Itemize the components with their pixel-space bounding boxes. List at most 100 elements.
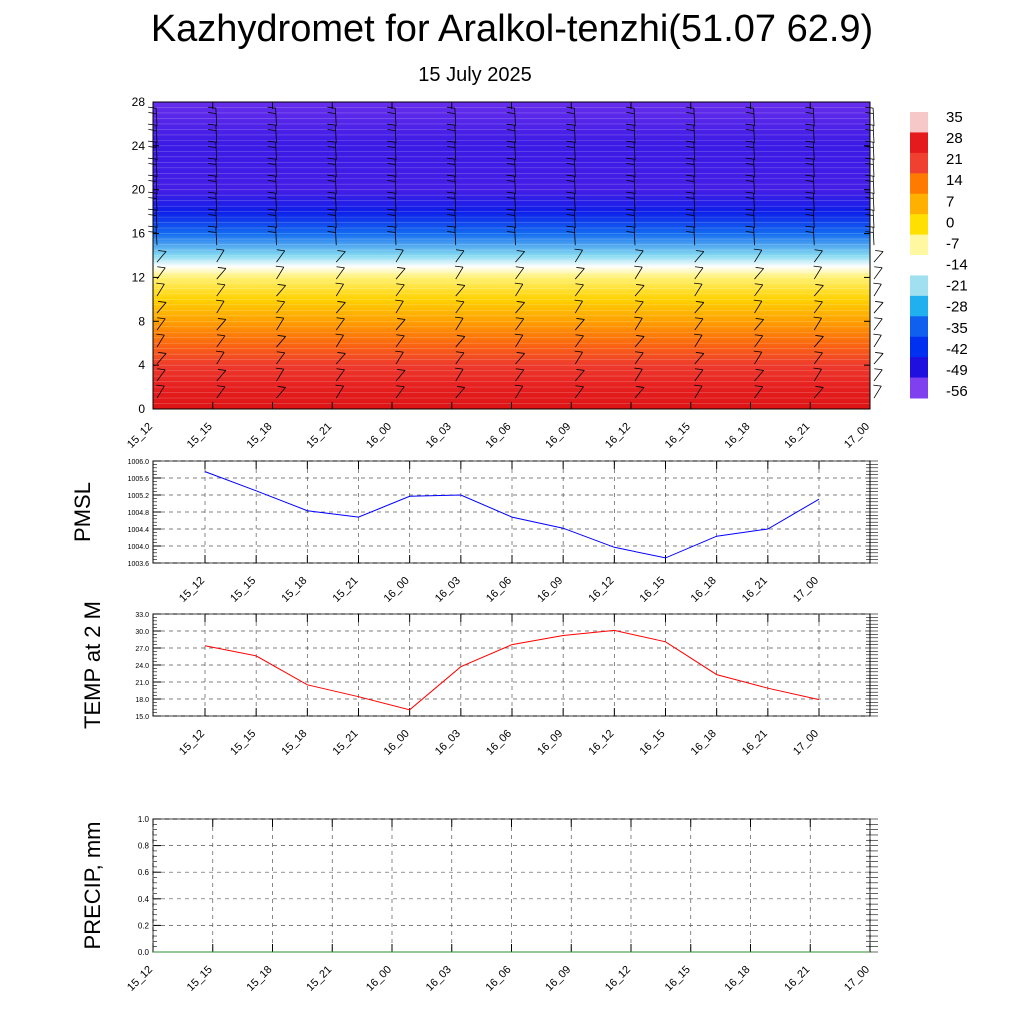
wind-barb-flag — [626, 231, 635, 233]
wind-barb-flag — [755, 318, 764, 320]
wind-barb — [276, 368, 285, 382]
x-tick-label: 16_00 — [382, 728, 412, 758]
y-tick-label: 15.0 — [135, 714, 149, 721]
y-tick-label: 28 — [132, 95, 146, 109]
wind-barb — [634, 317, 643, 331]
wind-barb-flag — [447, 180, 456, 182]
wind-barb-flag — [387, 140, 396, 143]
wind-barb-flag — [387, 180, 396, 182]
x-tick-label: 16_09 — [535, 728, 565, 758]
wind-barb-flag — [446, 123, 455, 126]
wind-barb — [156, 251, 167, 263]
wind-barb-flag — [327, 231, 336, 233]
wind-barb-flag — [805, 163, 814, 165]
wind-barb — [515, 302, 525, 314]
wind-barb-flag — [148, 180, 157, 182]
wind-barb — [455, 301, 465, 314]
wind-barb-flag — [208, 112, 217, 114]
wind-barb — [753, 159, 755, 178]
colorbar-label: -49 — [946, 362, 968, 379]
wind-barb-flag — [387, 191, 396, 194]
wind-barb — [753, 227, 755, 246]
colorbar-swatch — [910, 112, 928, 133]
x-tick-label: 16_03 — [433, 728, 463, 758]
wind-barb — [873, 267, 883, 280]
wind-barb-flag — [157, 266, 166, 269]
x-tick-label: 16_09 — [543, 964, 573, 994]
wind-barb-flag — [873, 282, 882, 285]
wind-barb-flag — [267, 157, 276, 160]
wind-barb-flag — [387, 106, 396, 109]
wind-barb-flag — [636, 386, 645, 388]
wind-barb-flag — [447, 197, 456, 199]
wind-barb-flag — [516, 352, 525, 354]
y-tick-label: 8 — [138, 314, 145, 328]
wind-barb-flag — [754, 385, 763, 388]
x-tick-label: 16_06 — [484, 421, 514, 451]
wind-barb-flag — [814, 249, 823, 252]
wind-barb-flag — [574, 248, 583, 251]
wind-barb-flag — [815, 386, 824, 388]
wind-barb-flag — [447, 129, 456, 131]
wind-barb-flag — [865, 112, 874, 114]
wind-barb — [155, 210, 158, 229]
x-tick-label: 15_15 — [228, 728, 258, 758]
wind-barb — [394, 227, 397, 246]
colorbar-label: -42 — [946, 341, 968, 358]
wind-barb-flag — [207, 123, 216, 126]
wind-barb — [455, 368, 464, 382]
wind-barb — [215, 108, 218, 127]
y-tick-label: 18.0 — [135, 697, 149, 704]
wind-barb — [754, 300, 763, 314]
wind-barb — [455, 285, 466, 297]
wind-barb-flag — [686, 146, 695, 148]
wind-barb-flag — [216, 334, 226, 337]
wind-barb-flag — [575, 283, 584, 286]
wind-barb — [334, 227, 337, 246]
wind-barb-flag — [208, 180, 217, 182]
wind-barb — [573, 159, 576, 178]
wind-barb-flag — [514, 282, 523, 285]
wind-barb — [216, 386, 226, 399]
wind-barb-flag — [515, 317, 524, 320]
wind-barb-flag — [745, 174, 754, 177]
wind-barb-flag — [267, 225, 276, 228]
wind-barb-flag — [865, 191, 874, 194]
wind-barb-flag — [327, 157, 336, 160]
wind-barb — [334, 176, 337, 195]
wind-barb-flag — [397, 267, 406, 269]
wind-barb-flag — [865, 208, 874, 211]
x-tick-label: 15_12 — [177, 728, 207, 758]
wind-barb — [335, 251, 346, 263]
wind-barb-flag — [157, 368, 166, 371]
x-tick-label: 16_00 — [382, 575, 412, 605]
wind-barb-flag — [566, 231, 575, 233]
wind-barb-flag — [207, 191, 216, 194]
wind-barb — [573, 125, 576, 144]
wind-barb-flag — [805, 123, 814, 126]
wind-barb — [633, 210, 636, 229]
wind-barb-flag — [158, 301, 167, 303]
wind-barb-flag — [865, 225, 874, 228]
wind-barb — [873, 385, 882, 399]
wind-barb — [216, 335, 226, 348]
wind-barb-flag — [156, 282, 165, 285]
wind-barb-flag — [327, 146, 336, 148]
wind-barb-flag — [694, 368, 704, 371]
wind-barb — [276, 285, 286, 297]
wind-barb-flag — [455, 367, 464, 370]
wind-barb-flag — [506, 214, 515, 216]
wind-barb — [694, 353, 705, 365]
wind-barb — [215, 125, 218, 144]
wind-barb-flag — [267, 123, 276, 126]
wind-barb-flag — [575, 385, 584, 388]
wind-barb-flag — [327, 163, 336, 165]
wind-barb-flag — [755, 267, 764, 269]
wind-barb-flag — [156, 384, 165, 387]
wind-barb-flag — [267, 146, 276, 148]
wind-barb-flag — [865, 163, 874, 165]
wind-barb-flag — [755, 369, 764, 371]
wind-barb-flag — [275, 367, 284, 370]
wind-barb-flag — [805, 197, 814, 199]
wind-barb — [335, 385, 344, 399]
